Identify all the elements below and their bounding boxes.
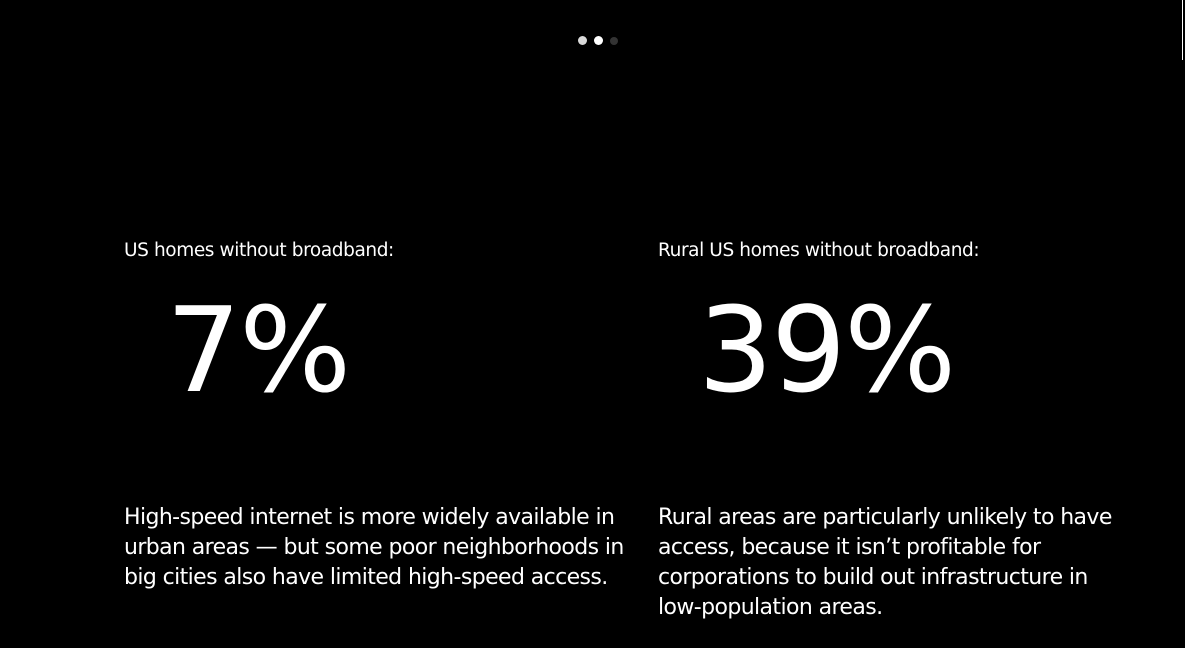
pager-dot-2[interactable] <box>594 36 603 45</box>
stat-description: Rural areas are particularly unlikely to… <box>658 505 1112 620</box>
stat-value: 7% <box>166 281 351 419</box>
stat-description: High-speed internet is more widely avail… <box>124 505 624 590</box>
stat-label: US homes without broadband: <box>124 240 394 261</box>
edge-divider <box>1182 0 1183 60</box>
stat-value: 39% <box>698 281 956 419</box>
pager-dot-3[interactable] <box>610 37 618 45</box>
stat-urban: US homes without broadband: 7% High-spee… <box>124 240 624 590</box>
slide-pager <box>578 36 618 45</box>
pager-dot-1[interactable] <box>578 36 587 45</box>
stat-label: Rural US homes without broadband: <box>658 240 980 261</box>
stat-rural: Rural US homes without broadband: 39% Ru… <box>658 240 1148 620</box>
